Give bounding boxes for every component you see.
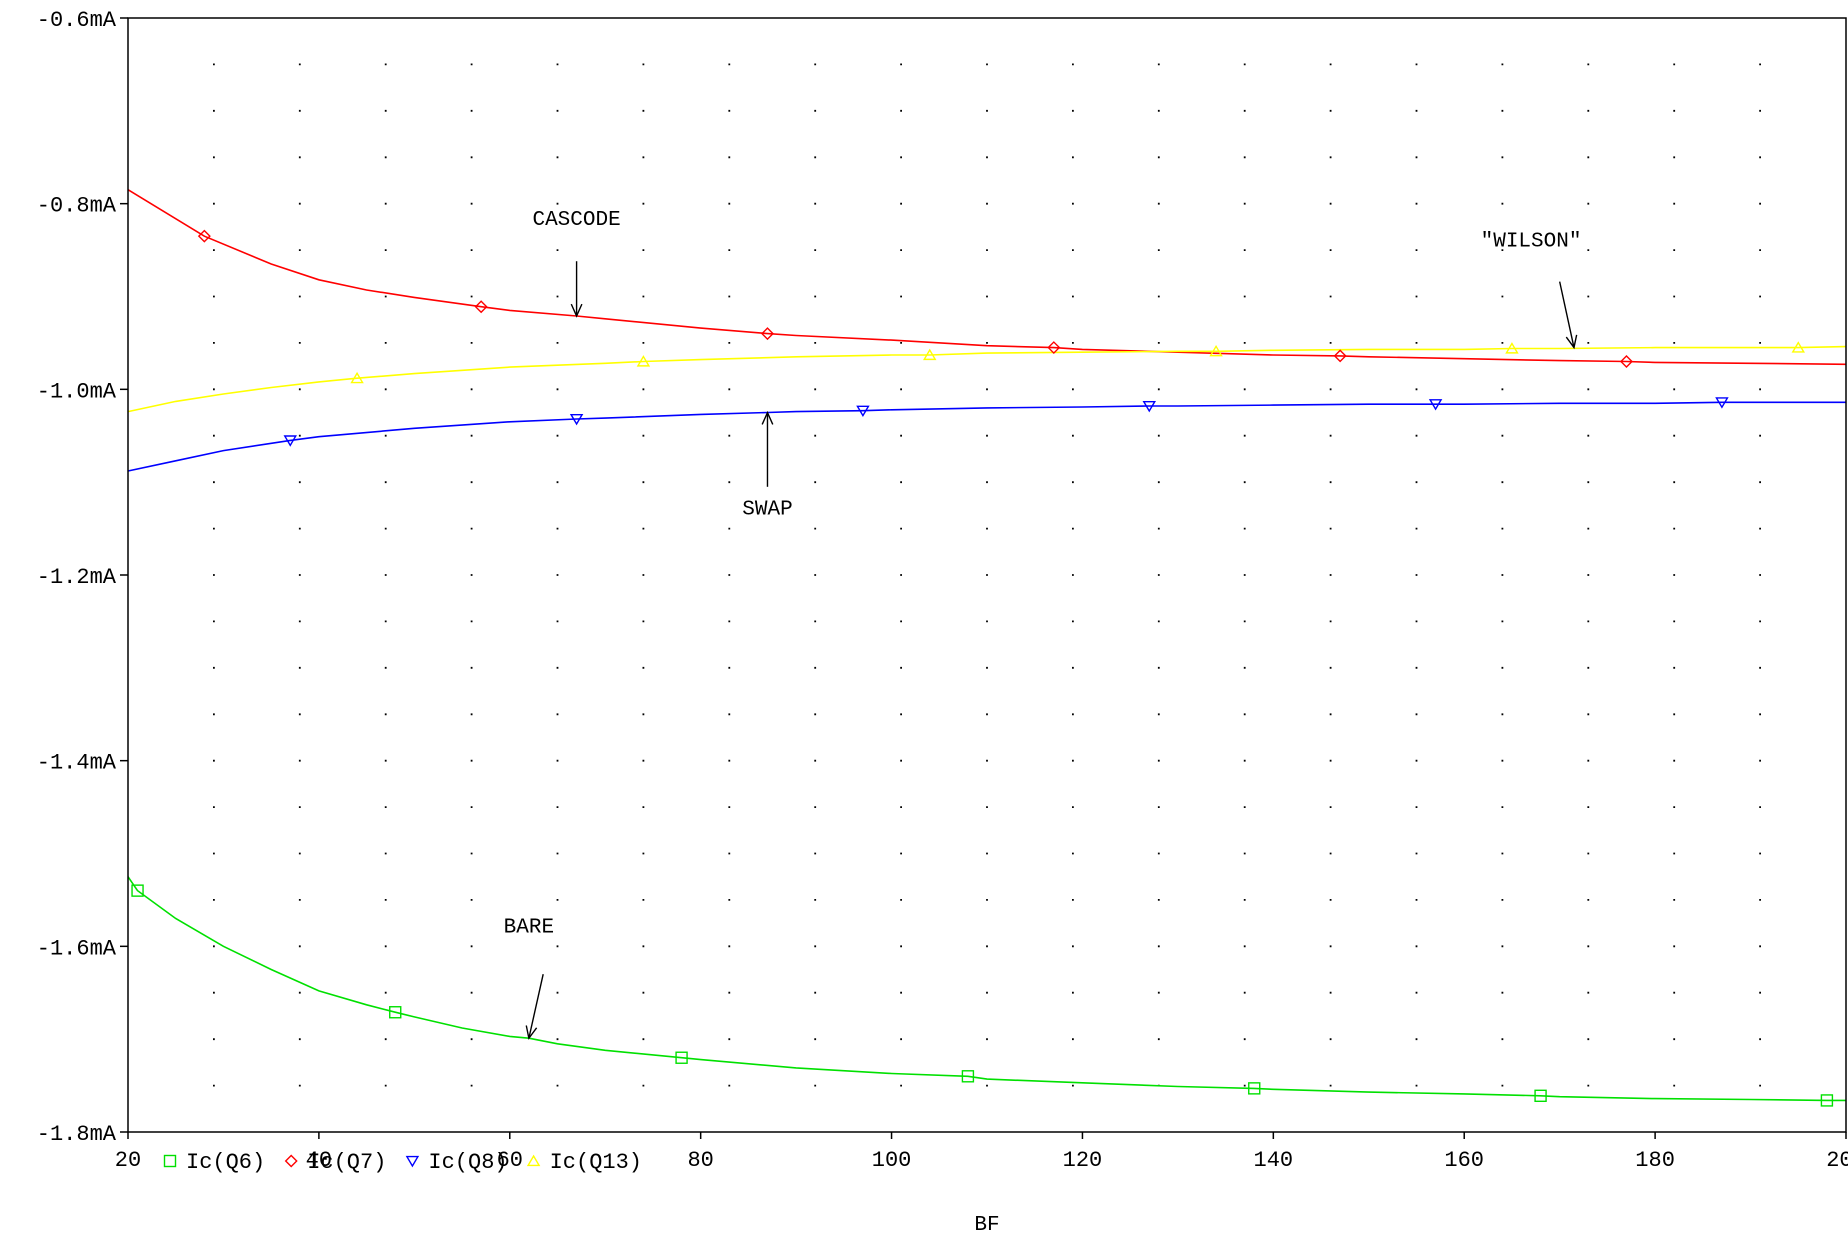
grid-dots — [213, 63, 1761, 1087]
data-point-marker — [1142, 400, 1156, 413]
legend-marker — [526, 1154, 541, 1167]
axes: 20 40 60 80 100 120 140 160 180 200 -0.6mA -0.8mA -1… — [37, 8, 1848, 1173]
data-point-marker — [1209, 344, 1223, 357]
x-axis-label: BF — [974, 1214, 999, 1237]
x-tick-label: 80 — [687, 1148, 713, 1173]
annotation-label: CASCODE — [532, 209, 620, 232]
annotation-arrow — [1558, 281, 1575, 348]
data-point-marker — [1333, 349, 1347, 363]
x-tick-label: 100 — [872, 1148, 912, 1173]
arrow-head — [570, 303, 583, 318]
arrow-head — [761, 410, 774, 425]
data-point-marker — [675, 1051, 688, 1064]
annotation-label: "WILSON" — [1481, 230, 1582, 253]
data-point-marker — [1820, 1094, 1834, 1107]
data-point-marker — [1534, 1089, 1547, 1102]
x-tick-label: 40 — [306, 1148, 332, 1173]
y-tick-label: -1.6mA — [37, 936, 117, 961]
y-tick-label: -1.8mA — [37, 1122, 117, 1147]
annotations: CASCODE "WILSON" SWAP BARE — [504, 209, 1582, 1040]
series-line-ic-q13 — [127, 345, 1847, 413]
data-point-marker — [474, 300, 488, 314]
series-lines — [127, 189, 1847, 1102]
y-tick-label: -1.4mA — [37, 751, 117, 776]
y-tick-label: -1.2mA — [37, 565, 117, 590]
data-point-marker — [961, 1070, 975, 1083]
y-tick-label: -1.0mA — [37, 379, 117, 404]
legend-label: Ic(Q6) — [186, 1150, 265, 1175]
x-tick-label: 160 — [1444, 1148, 1484, 1173]
x-tick-label: 140 — [1254, 1148, 1294, 1173]
annotation-arrow — [528, 974, 544, 1039]
x-tick-label: 60 — [497, 1148, 523, 1173]
data-point-marker — [569, 413, 584, 426]
x-tick-label: 120 — [1063, 1148, 1103, 1173]
x-tick-label: 20 — [115, 1148, 141, 1173]
data-point-marker — [856, 405, 870, 418]
data-point-marker — [1428, 399, 1443, 411]
data-point-marker — [923, 348, 937, 361]
legend-label: Ic(Q13) — [550, 1150, 642, 1175]
annotation-label: SWAP — [742, 499, 792, 522]
series-line-ic-q7 — [127, 189, 1847, 366]
series-markers — [131, 229, 1834, 1107]
data-point-marker — [1047, 341, 1061, 355]
legend-label: Ic(Q7) — [307, 1150, 386, 1175]
data-point-marker — [1791, 341, 1806, 353]
x-tick-label: 200 — [1826, 1148, 1848, 1173]
data-point-marker — [350, 371, 364, 384]
data-point-marker — [1715, 397, 1729, 409]
data-point-marker — [636, 355, 651, 367]
data-point-marker — [1619, 354, 1633, 368]
data-point-marker — [1505, 342, 1519, 354]
x-tick-label: 180 — [1635, 1148, 1675, 1173]
legend-label: Ic(Q8) — [428, 1150, 507, 1175]
legend: Ic(Q6) Ic(Q7) Ic(Q8) Ic(Q13) — [163, 1150, 642, 1175]
grid-dot-pattern — [213, 63, 1761, 1087]
legend-marker — [163, 1154, 177, 1168]
arrow-head — [1565, 334, 1578, 350]
series-line-ic-q6 — [127, 876, 1846, 1102]
data-point-marker — [760, 327, 774, 341]
data-point-marker — [1248, 1082, 1261, 1095]
legend-marker — [405, 1155, 420, 1168]
data-point-marker — [197, 229, 211, 243]
data-point-marker — [283, 435, 297, 447]
y-tick-label: -0.8mA — [37, 194, 117, 219]
arrow-head — [525, 1025, 538, 1040]
data-point-marker — [389, 1006, 402, 1019]
y-tick-label: -0.6mA — [37, 8, 117, 33]
annotation-label: BARE — [504, 916, 554, 939]
legend-marker — [284, 1154, 298, 1168]
data-point-marker — [131, 884, 144, 897]
series-line-ic-q8 — [127, 401, 1846, 472]
